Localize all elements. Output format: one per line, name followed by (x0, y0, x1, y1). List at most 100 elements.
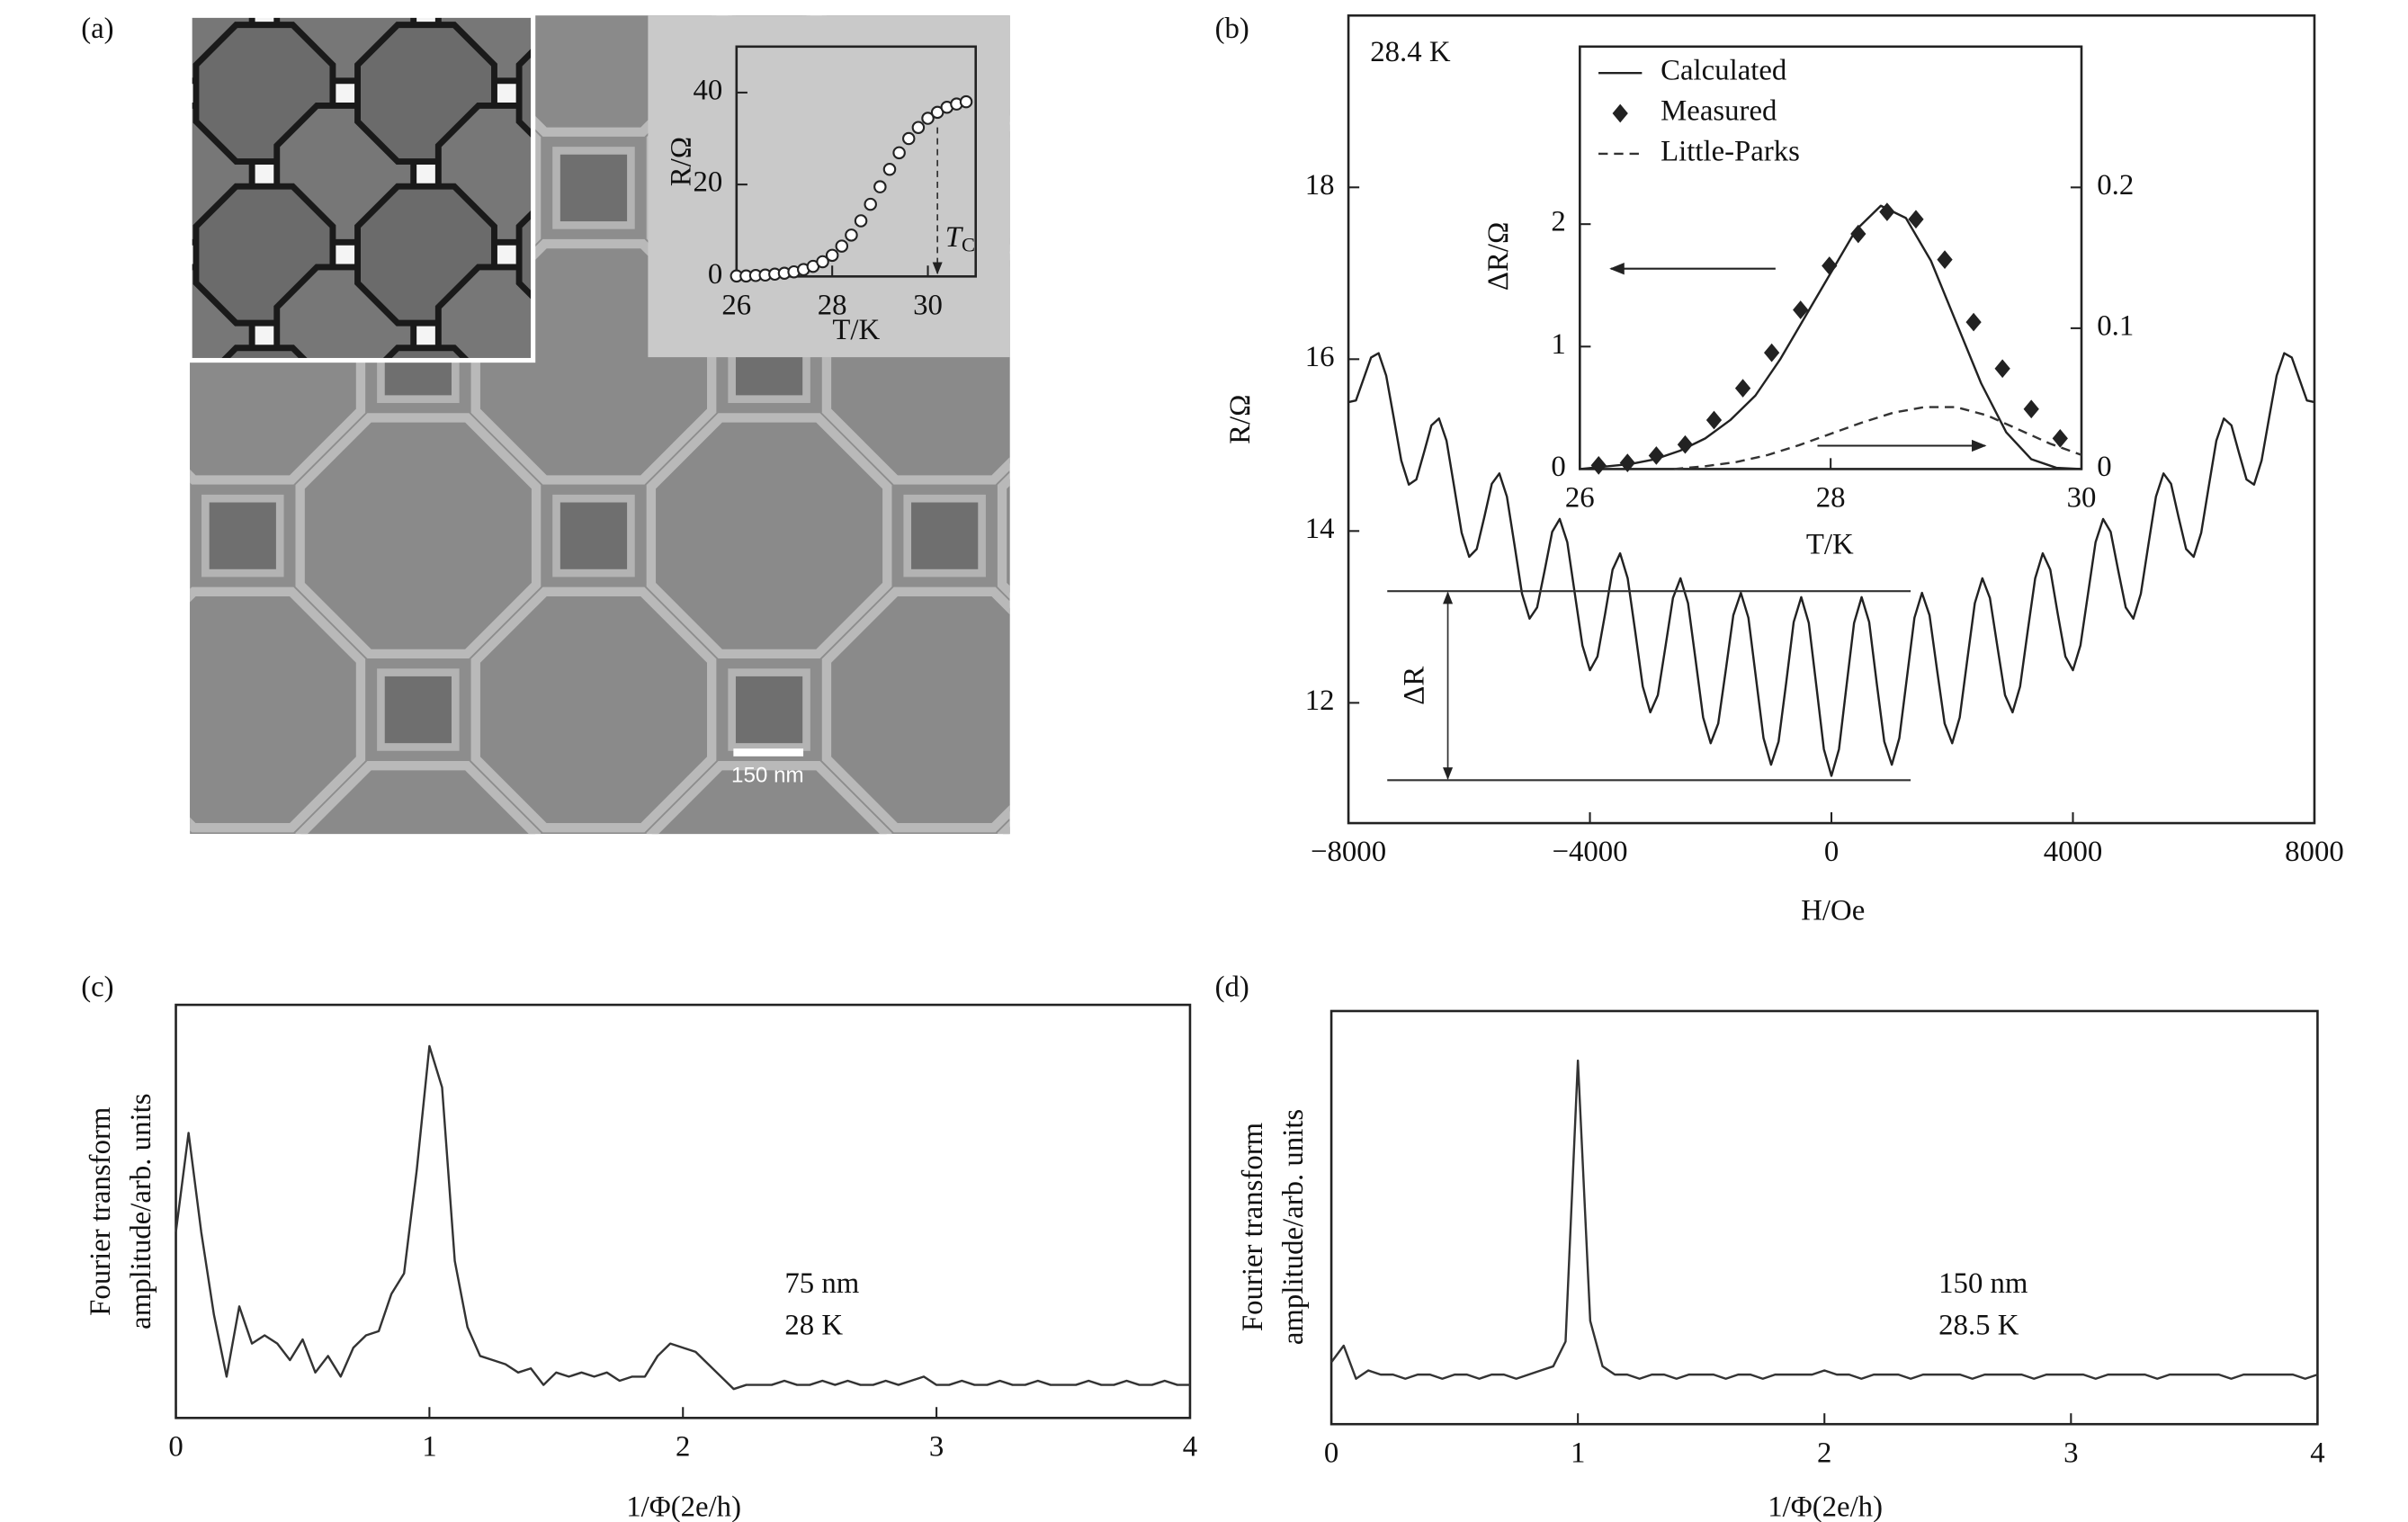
sem-square (908, 846, 982, 921)
sem-square (1083, 673, 1158, 748)
y2-tick-label: 0 (2097, 451, 2111, 483)
data-point (1619, 453, 1635, 472)
data-point (1590, 455, 1607, 475)
y-axis-label: Fourier transform (1237, 1123, 1269, 1331)
annotation: 28 K (784, 1310, 843, 1342)
y-axis-label: R/Ω (666, 137, 698, 186)
sem-inset-octagon (34, 348, 171, 485)
sem-octagon (0, 592, 10, 828)
x-tick-label: 4 (2310, 1437, 2324, 1469)
x-tick-label: 26 (1565, 481, 1595, 514)
sem-inset-octagon (34, 25, 171, 162)
sem-octagon (295, 413, 542, 659)
y-tick-label: 2 (1551, 206, 1565, 238)
y-tick-label: 40 (693, 74, 722, 106)
x-tick-label: −4000 (1552, 836, 1627, 868)
y-axis-label: amplitude/arb. units (1277, 1109, 1310, 1345)
sem-square (30, 325, 104, 399)
y2-tick-label: 0.1 (2097, 309, 2134, 342)
sem-square (1083, 325, 1158, 399)
data-point (902, 131, 916, 146)
x-tick-label: 1 (1571, 1437, 1585, 1469)
delta-r-label: ΔR (1399, 667, 1431, 705)
x-axis-label: H/Oe (1801, 895, 1865, 927)
y-tick-label: 0 (1551, 451, 1565, 483)
x-tick-label: 0 (168, 1430, 183, 1463)
sem-octagon (470, 586, 717, 833)
y-axis-label: Fourier transform (85, 1107, 117, 1316)
data-point (1763, 343, 1780, 363)
sem-octagon (997, 472, 1010, 599)
sem-inset-octagon (219, 345, 310, 361)
x-tick-label: 0 (1824, 836, 1839, 868)
x-axis-label: T/K (832, 314, 880, 346)
data-point (1879, 202, 1895, 221)
x-tick-label: 28 (1816, 481, 1846, 514)
data-point (873, 180, 887, 193)
sem-inset-octagon (434, 264, 533, 361)
sem-octagon (476, 940, 712, 1176)
y-tick-label: 18 (1305, 169, 1335, 201)
sem-square (201, 494, 284, 577)
panel-label: (c) (81, 971, 113, 1003)
sem-square (380, 1020, 455, 1095)
x-axis-label: 1/Φ(2e/h) (1768, 1491, 1883, 1522)
sem-square (205, 846, 280, 921)
data-point (1677, 434, 1694, 454)
plot-frame (1579, 45, 2083, 470)
legend-label: Measured (1661, 95, 1777, 128)
sem-octagon (190, 586, 366, 833)
y-tick-label: 0 (708, 258, 722, 291)
data-line (1673, 406, 2082, 470)
x-tick-label: 3 (2063, 1437, 2078, 1469)
tc-label: TC (945, 220, 975, 255)
annotation: 150 nm (1938, 1267, 2028, 1300)
data-line (1347, 352, 2315, 777)
sem-inset-octagon (515, 208, 533, 301)
data-point (1705, 410, 1723, 430)
sem-inset-octagon (380, 345, 471, 361)
plot-frame (175, 1003, 1192, 1419)
sem-inset-border (187, 13, 536, 363)
annotation: 28.5 K (1938, 1310, 2019, 1342)
tc-label-main: T (945, 220, 964, 253)
sem-octagon (0, 70, 185, 306)
x-tick-label: 4 (1183, 1430, 1197, 1463)
sem-square (557, 846, 631, 921)
sem-octagon (0, 244, 10, 479)
sem-square (30, 1020, 104, 1095)
data-point (882, 162, 897, 176)
x-tick-label: 30 (913, 289, 943, 321)
legend-label: Little-Parks (1661, 135, 1800, 167)
data-point (1965, 312, 1982, 332)
tc-label-sub: C (962, 234, 975, 256)
data-point (1937, 250, 1953, 270)
sem-octagon (0, 765, 185, 1001)
temperature-label: 28.4 K (1370, 36, 1451, 68)
sem-octagon (125, 940, 361, 1176)
data-point (1734, 379, 1751, 398)
y-axis-label: amplitude/arb. units (125, 1094, 157, 1330)
data-point (854, 214, 868, 228)
scale-bar (733, 748, 804, 757)
y-tick-label: 20 (693, 166, 722, 199)
plot-frame (1329, 1009, 2319, 1426)
x-axis-label: 1/Φ(2e/h) (626, 1491, 741, 1522)
data-point (845, 228, 858, 242)
sem-octagon (0, 417, 185, 653)
y-tick-label: 1 (1551, 328, 1565, 361)
sem-octagon (646, 761, 892, 835)
x-tick-label: 30 (2067, 481, 2097, 514)
sem-square (903, 494, 986, 577)
data-point (1648, 446, 1664, 465)
panel-label: (b) (1215, 13, 1249, 45)
panel-label: (d) (1215, 971, 1249, 1003)
sem-octagon (1177, 592, 1413, 828)
data-point (1793, 300, 1809, 319)
data-point (835, 239, 849, 253)
sem-square (30, 673, 104, 748)
data-point (825, 248, 839, 263)
